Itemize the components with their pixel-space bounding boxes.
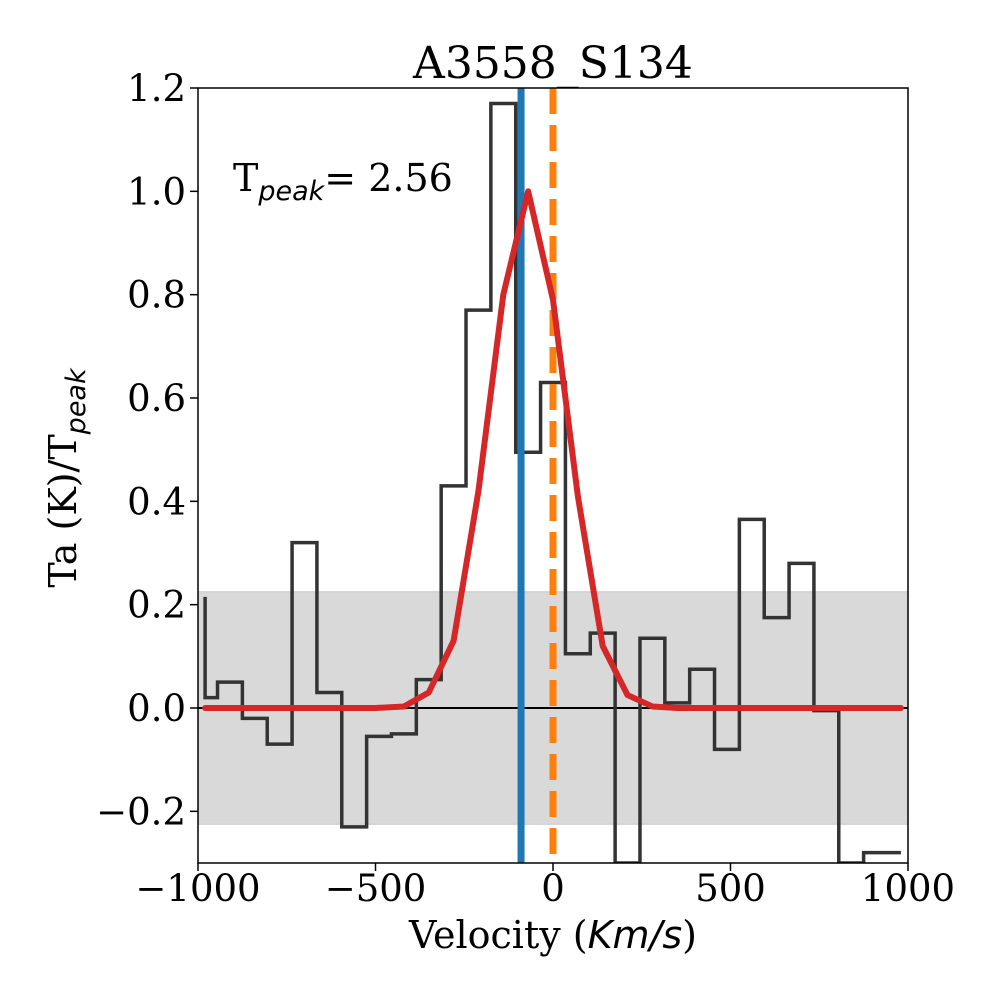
x-tick-label: −500 <box>325 867 427 910</box>
y-tick-label: 1.0 <box>127 170 186 213</box>
y-axis-label: Ta (K)/Tpeak <box>41 367 92 588</box>
y-tick-label: 0.6 <box>127 377 186 420</box>
y-tick-label: −0.2 <box>96 790 186 833</box>
chart-title: A3558_S134 <box>412 38 693 89</box>
spectrum-line <box>203 101 901 863</box>
x-axis-label-close: ) <box>682 913 697 957</box>
y-tick-label: 0.2 <box>127 584 186 627</box>
axes: −1000 −500 0 500 1000 −0.2 0.0 0.2 0.4 0.6 0.8 1.0 1… <box>96 67 955 910</box>
x-tick-label: 1000 <box>861 867 955 910</box>
peak-annotation-value: = 2.56 <box>324 156 453 200</box>
x-tick-label: 500 <box>695 867 766 910</box>
x-axis-label-unit: Km/s <box>588 913 683 957</box>
gaussian-fit-line <box>202 188 904 711</box>
y-axis-label-main: Ta (K)/T <box>41 434 85 587</box>
y-tick-label: 0.4 <box>127 480 186 523</box>
y-tick-label: 0.0 <box>127 687 186 730</box>
y-axis-label-sub: peak <box>61 367 92 435</box>
peak-annotation-sub: peak <box>257 176 325 207</box>
x-tick-label: 0 <box>541 867 565 910</box>
y-tick-label: 1.2 <box>127 67 186 110</box>
plot-area <box>198 88 908 863</box>
peak-annotation: Tpeak= 2.56 <box>233 156 453 207</box>
x-axis-label: Velocity (Km/s) <box>408 913 697 957</box>
x-axis-label-main: Velocity ( <box>408 913 588 957</box>
peak-annotation-prefix: T <box>233 156 258 200</box>
x-tick-label: −1000 <box>135 867 260 910</box>
y-tick-label: 0.8 <box>127 274 186 317</box>
